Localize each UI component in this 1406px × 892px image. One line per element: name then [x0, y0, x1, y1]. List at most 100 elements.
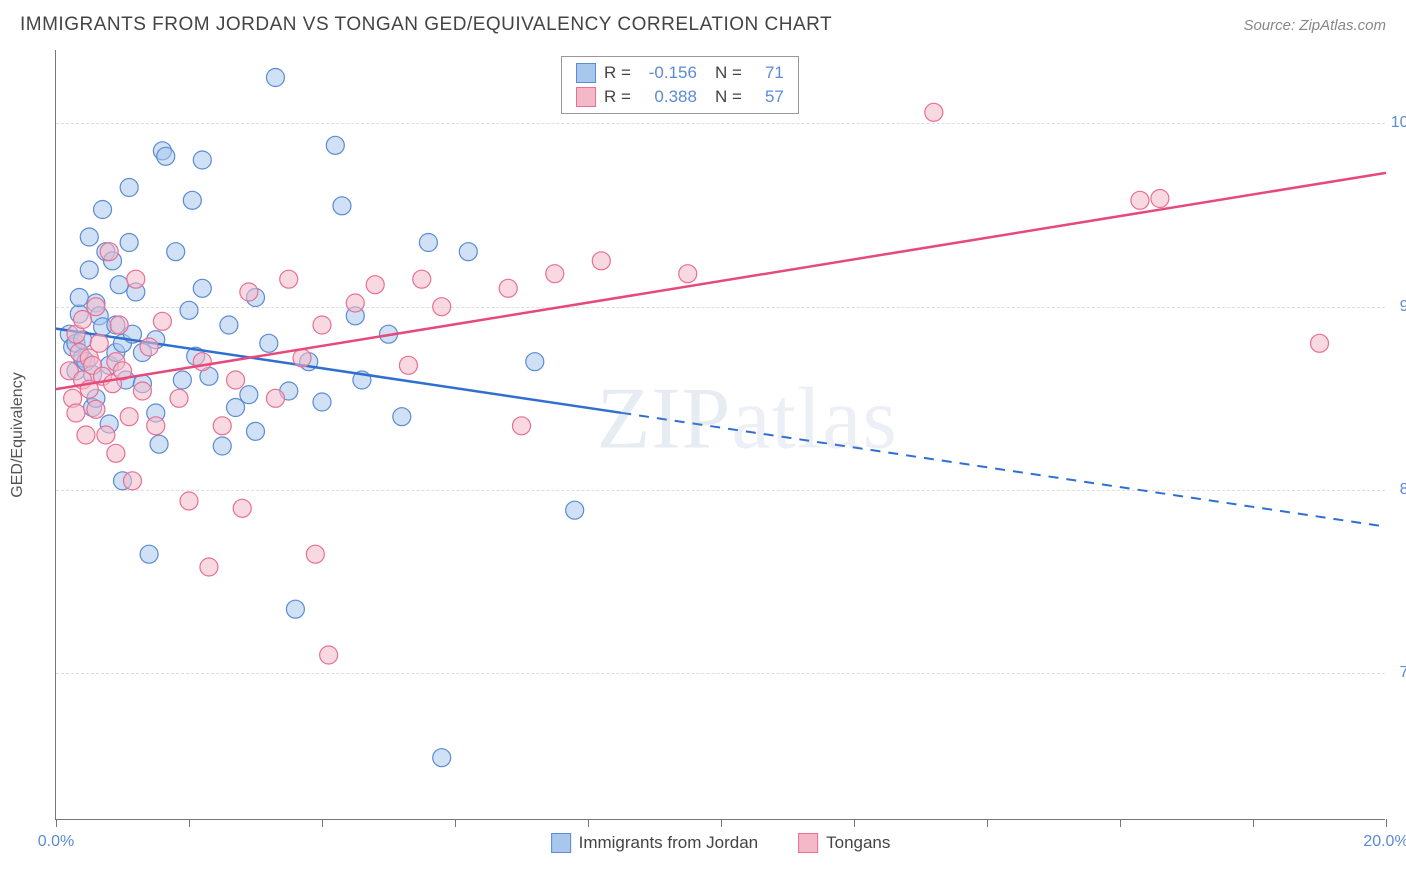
data-point-jordan: [286, 600, 304, 618]
legend: Immigrants from Jordan Tongans: [551, 833, 891, 853]
data-point-tongan: [110, 316, 128, 334]
legend-label-jordan: Immigrants from Jordan: [579, 833, 759, 853]
data-point-jordan: [333, 197, 351, 215]
data-point-jordan: [110, 276, 128, 294]
data-point-tongan: [87, 298, 105, 316]
n-label: N =: [715, 63, 742, 83]
y-tick-label: 80.0%: [1390, 481, 1406, 499]
data-point-jordan: [140, 545, 158, 563]
stat-row-tongan: R = 0.388 N = 57: [562, 85, 798, 109]
y-tick-label: 70.0%: [1390, 664, 1406, 682]
data-point-tongan: [100, 243, 118, 261]
data-point-tongan: [97, 426, 115, 444]
data-point-jordan: [183, 191, 201, 209]
data-point-jordan: [80, 228, 98, 246]
data-point-tongan: [170, 389, 188, 407]
data-point-jordan: [566, 501, 584, 519]
y-tick-label: 100.0%: [1390, 114, 1406, 132]
legend-label-tongan: Tongans: [826, 833, 890, 853]
stat-row-jordan: R = -0.156 N = 71: [562, 61, 798, 85]
data-point-tongan: [313, 316, 331, 334]
data-point-jordan: [526, 353, 544, 371]
x-tick: [854, 819, 855, 827]
x-tick-label: 0.0%: [38, 833, 74, 851]
swatch-jordan-icon: [576, 63, 596, 83]
data-point-jordan: [260, 334, 278, 352]
data-point-tongan: [240, 283, 258, 301]
data-point-tongan: [346, 294, 364, 312]
data-point-tongan: [233, 499, 251, 517]
n-value-tongan: 57: [750, 87, 784, 107]
x-tick: [1253, 819, 1254, 827]
data-point-tongan: [399, 356, 417, 374]
data-point-jordan: [120, 179, 138, 197]
data-point-jordan: [150, 435, 168, 453]
data-point-tongan: [499, 279, 517, 297]
data-point-jordan: [94, 201, 112, 219]
n-label: N =: [715, 87, 742, 107]
data-point-tongan: [592, 252, 610, 270]
data-point-jordan: [313, 393, 331, 411]
data-point-jordan: [213, 437, 231, 455]
chart-plot-area: GED/Equivalency 70.0%80.0%90.0%100.0%0.0…: [55, 50, 1385, 820]
data-point-tongan: [925, 103, 943, 121]
data-point-jordan: [459, 243, 477, 261]
data-point-tongan: [280, 270, 298, 288]
trend-line-ext-jordan: [621, 413, 1386, 527]
data-point-jordan: [80, 261, 98, 279]
x-tick: [189, 819, 190, 827]
r-value-tongan: 0.388: [639, 87, 697, 107]
n-value-jordan: 71: [750, 63, 784, 83]
x-tick: [1386, 819, 1387, 827]
data-point-tongan: [127, 270, 145, 288]
r-label: R =: [604, 63, 631, 83]
correlation-stats-box: R = -0.156 N = 71 R = 0.388 N = 57: [561, 56, 799, 114]
r-label: R =: [604, 87, 631, 107]
data-point-tongan: [133, 382, 151, 400]
data-point-jordan: [193, 279, 211, 297]
r-value-jordan: -0.156: [639, 63, 697, 83]
data-point-tongan: [107, 444, 125, 462]
data-point-tongan: [147, 417, 165, 435]
data-point-tongan: [546, 265, 564, 283]
data-point-tongan: [1151, 190, 1169, 208]
data-point-jordan: [240, 386, 258, 404]
data-point-jordan: [266, 69, 284, 87]
data-point-jordan: [220, 316, 238, 334]
data-point-tongan: [90, 334, 108, 352]
x-tick: [721, 819, 722, 827]
data-point-tongan: [213, 417, 231, 435]
x-tick: [1120, 819, 1121, 827]
data-point-tongan: [1311, 334, 1329, 352]
data-point-tongan: [433, 298, 451, 316]
x-tick: [455, 819, 456, 827]
scatter-plot-svg: [56, 50, 1385, 819]
x-tick: [987, 819, 988, 827]
data-point-tongan: [366, 276, 384, 294]
data-point-tongan: [306, 545, 324, 563]
data-point-tongan: [140, 338, 158, 356]
data-point-tongan: [87, 400, 105, 418]
data-point-tongan: [293, 349, 311, 367]
data-point-jordan: [193, 151, 211, 169]
data-point-jordan: [180, 301, 198, 319]
legend-swatch-jordan-icon: [551, 833, 571, 853]
legend-item-tongan: Tongans: [798, 833, 890, 853]
x-tick: [56, 819, 57, 827]
x-tick: [322, 819, 323, 827]
data-point-tongan: [123, 472, 141, 490]
legend-item-jordan: Immigrants from Jordan: [551, 833, 759, 853]
y-tick-label: 90.0%: [1390, 298, 1406, 316]
data-point-jordan: [419, 234, 437, 252]
data-point-tongan: [77, 426, 95, 444]
data-point-jordan: [157, 147, 175, 165]
data-point-jordan: [167, 243, 185, 261]
x-tick: [588, 819, 589, 827]
data-point-tongan: [67, 404, 85, 422]
y-axis-title: GED/Equivalency: [9, 372, 27, 497]
data-point-jordan: [173, 371, 191, 389]
data-point-tongan: [679, 265, 697, 283]
data-point-tongan: [193, 353, 211, 371]
x-tick-label: 20.0%: [1363, 833, 1406, 851]
data-point-tongan: [153, 312, 171, 330]
